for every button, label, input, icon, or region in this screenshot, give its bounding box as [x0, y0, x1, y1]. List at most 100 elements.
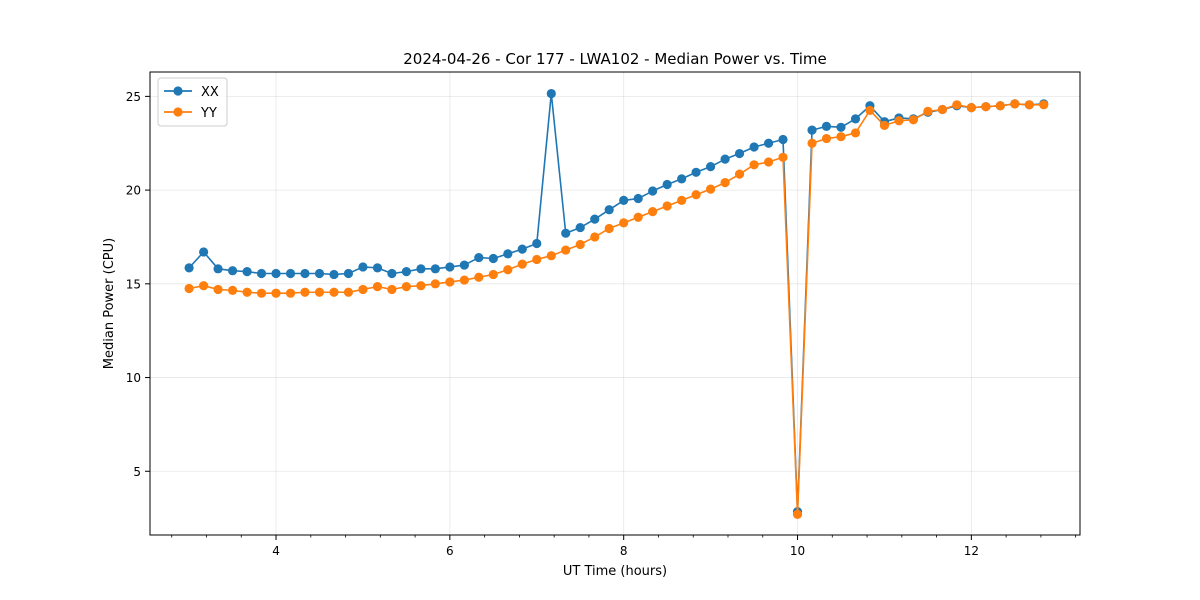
- series-point-yy: [387, 284, 397, 295]
- series-point-yy: [648, 207, 658, 217]
- series-point-xx: [648, 186, 658, 196]
- series-point-xx: [199, 247, 209, 257]
- series-point-yy: [329, 287, 339, 297]
- series-point-yy: [445, 277, 455, 287]
- x-tick-label: 8: [620, 544, 628, 558]
- series-point-yy: [416, 281, 426, 291]
- series-point-yy: [720, 178, 730, 188]
- series-point-xx: [575, 222, 585, 233]
- series-point-yy: [1010, 99, 1020, 109]
- series-point-yy: [285, 288, 296, 298]
- series-point-xx: [734, 148, 745, 159]
- series-point-yy: [952, 100, 962, 110]
- series-point-yy: [923, 106, 933, 116]
- series-point-xx: [242, 267, 252, 277]
- series-point-yy: [1039, 100, 1049, 110]
- series-point-xx: [517, 244, 527, 254]
- legend: XX YY: [157, 77, 228, 127]
- series-point-xx: [401, 267, 411, 277]
- series-point-yy: [271, 288, 281, 298]
- series-point-xx: [836, 122, 846, 132]
- series-point-xx: [227, 266, 238, 276]
- series-point-xx: [821, 121, 832, 131]
- series-point-yy: [749, 160, 759, 170]
- series-point-yy: [778, 152, 788, 162]
- series-point-yy: [300, 287, 310, 297]
- series-point-xx: [561, 228, 571, 238]
- series-point-yy: [184, 283, 194, 294]
- series-point-yy: [314, 287, 325, 297]
- series-point-xx: [807, 125, 817, 135]
- series-point-xx: [662, 179, 672, 190]
- y-tick-label: 25: [126, 90, 141, 104]
- series-point-xx: [488, 253, 498, 264]
- legend-label-xx: XX: [201, 85, 219, 100]
- series-point-xx: [850, 114, 861, 124]
- series-point-xx: [300, 268, 310, 279]
- y-tick-label: 20: [126, 184, 141, 198]
- series-point-yy: [459, 275, 469, 285]
- series-point-xx: [314, 268, 325, 279]
- series-point-xx: [677, 174, 687, 184]
- series-point-yy: [937, 104, 948, 115]
- series-point-xx: [213, 264, 223, 274]
- series-point-yy: [546, 251, 556, 261]
- series-point-xx: [445, 262, 455, 272]
- series-point-yy: [879, 120, 890, 131]
- series-point-yy: [401, 282, 411, 292]
- series-point-yy: [358, 284, 368, 295]
- series-point-yy: [821, 133, 832, 144]
- x-tick-label: 12: [964, 544, 979, 558]
- series-point-xx: [503, 249, 513, 259]
- series-point-xx: [184, 263, 194, 273]
- series-point-yy: [199, 281, 209, 291]
- x-tick-label: 6: [446, 544, 454, 558]
- series-point-xx: [590, 214, 600, 224]
- series-point-yy: [677, 195, 687, 205]
- series-point-xx: [546, 88, 556, 99]
- series-point-xx: [633, 193, 643, 204]
- series-point-xx: [329, 269, 339, 280]
- series-point-xx: [749, 142, 759, 152]
- y-axis-label: Median Power (CPU): [102, 238, 117, 369]
- x-tick-label: 4: [272, 544, 280, 558]
- series-point-yy: [372, 282, 383, 292]
- series-point-xx: [763, 138, 774, 148]
- series-point-xx: [372, 263, 383, 273]
- series-point-yy: [488, 269, 498, 280]
- series-point-xx: [358, 262, 368, 272]
- y-tick-label: 15: [126, 277, 141, 291]
- series-point-xx: [285, 268, 296, 279]
- series-point-yy: [1024, 100, 1034, 110]
- series-point-yy: [633, 212, 643, 222]
- series-layer: [184, 88, 1049, 519]
- series-point-xx: [691, 167, 701, 177]
- series-point-yy: [995, 101, 1005, 111]
- series-point-yy: [908, 115, 918, 125]
- series-point-yy: [590, 232, 600, 242]
- series-point-xx: [474, 252, 484, 263]
- series-point-yy: [807, 138, 817, 148]
- series-point-yy: [213, 284, 223, 295]
- grid-layer: [150, 72, 1080, 535]
- axis-layer: 4 6 8 10 12 5 10 15 20 25: [126, 90, 1077, 558]
- plot-frame: [149, 71, 1081, 536]
- series-point-yy: [763, 157, 774, 167]
- series-point-yy: [981, 102, 991, 112]
- legend-marker-xx: [173, 86, 183, 96]
- series-point-xx: [459, 260, 469, 270]
- series-point-xx: [720, 154, 730, 164]
- series-point-yy: [430, 279, 440, 289]
- series-point-xx: [532, 238, 542, 249]
- chart-title: 2024-04-26 - Cor 177 - LWA102 - Median P…: [403, 50, 827, 68]
- series-point-yy: [604, 223, 614, 234]
- series-point-xx: [343, 268, 354, 279]
- series-point-xx: [778, 134, 788, 145]
- series-point-yy: [691, 190, 701, 200]
- series-point-yy: [575, 239, 585, 250]
- series-point-yy: [532, 254, 542, 265]
- series-point-yy: [227, 285, 238, 295]
- series-point-xx: [430, 264, 440, 274]
- series-point-yy: [619, 218, 629, 228]
